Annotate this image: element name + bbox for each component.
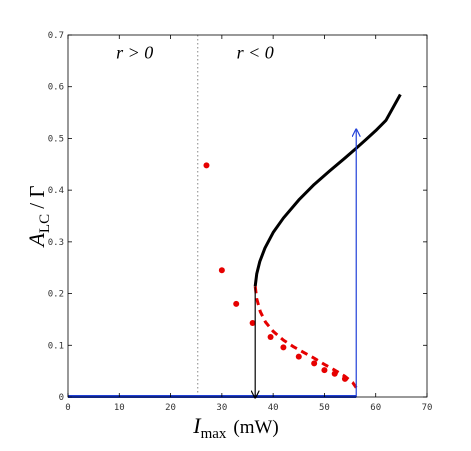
x-axis-label-unit: (mW) bbox=[233, 417, 278, 438]
y-axis-label-subscript: LC bbox=[37, 214, 53, 233]
x-axis-label-main: I bbox=[192, 413, 202, 438]
data-point bbox=[341, 375, 348, 382]
x-tick-label: 50 bbox=[319, 403, 330, 413]
data-point bbox=[249, 320, 256, 327]
y-axis-label: ALC / Γ bbox=[24, 185, 53, 248]
x-tick-label: 40 bbox=[268, 403, 279, 413]
data-point bbox=[311, 360, 318, 367]
data-point bbox=[331, 370, 338, 377]
y-axis-label-rest: / Γ bbox=[25, 185, 49, 213]
x-tick-label: 70 bbox=[422, 403, 433, 413]
y-tick-label: 0.5 bbox=[48, 134, 64, 144]
data-point bbox=[218, 267, 225, 274]
data-point bbox=[233, 300, 240, 307]
x-axis-label: Imax (mW) bbox=[192, 413, 279, 442]
plot-area bbox=[68, 35, 402, 397]
region-label-negative: r < 0 bbox=[237, 42, 274, 62]
region-label-positive: r > 0 bbox=[116, 42, 153, 62]
y-axis-label-main: A bbox=[24, 233, 49, 249]
data-point bbox=[203, 162, 210, 169]
x-tick-label: 60 bbox=[370, 403, 381, 413]
data-point bbox=[267, 334, 274, 341]
data-point bbox=[280, 344, 287, 351]
y-tick-label: 0.2 bbox=[48, 290, 64, 300]
stable-branch-line bbox=[253, 93, 402, 287]
y-tick-label: 0.4 bbox=[48, 186, 64, 196]
x-tick-label: 10 bbox=[114, 403, 125, 413]
x-tick-label: 20 bbox=[165, 403, 176, 413]
y-tick-label: 0.1 bbox=[48, 341, 64, 351]
y-tick-label: 0.6 bbox=[48, 83, 64, 93]
data-point bbox=[295, 353, 302, 360]
y-tick-label: 0.7 bbox=[48, 31, 64, 41]
axes-frame bbox=[67, 34, 428, 398]
x-tick-label: 30 bbox=[216, 403, 227, 413]
unstable-branch-dashed-line bbox=[253, 286, 358, 389]
x-axis-label-subscript: max bbox=[201, 426, 227, 442]
data-point bbox=[321, 367, 328, 374]
y-tick-label: 0.3 bbox=[48, 238, 64, 248]
y-tick-label: 0 bbox=[59, 393, 64, 403]
x-tick-label: 0 bbox=[65, 403, 70, 413]
axes: 0 10 20 30 40 50 60 70 0 0.1 0.2 0.3 0.4 0.5 0.6 0.7 bbox=[48, 31, 433, 413]
